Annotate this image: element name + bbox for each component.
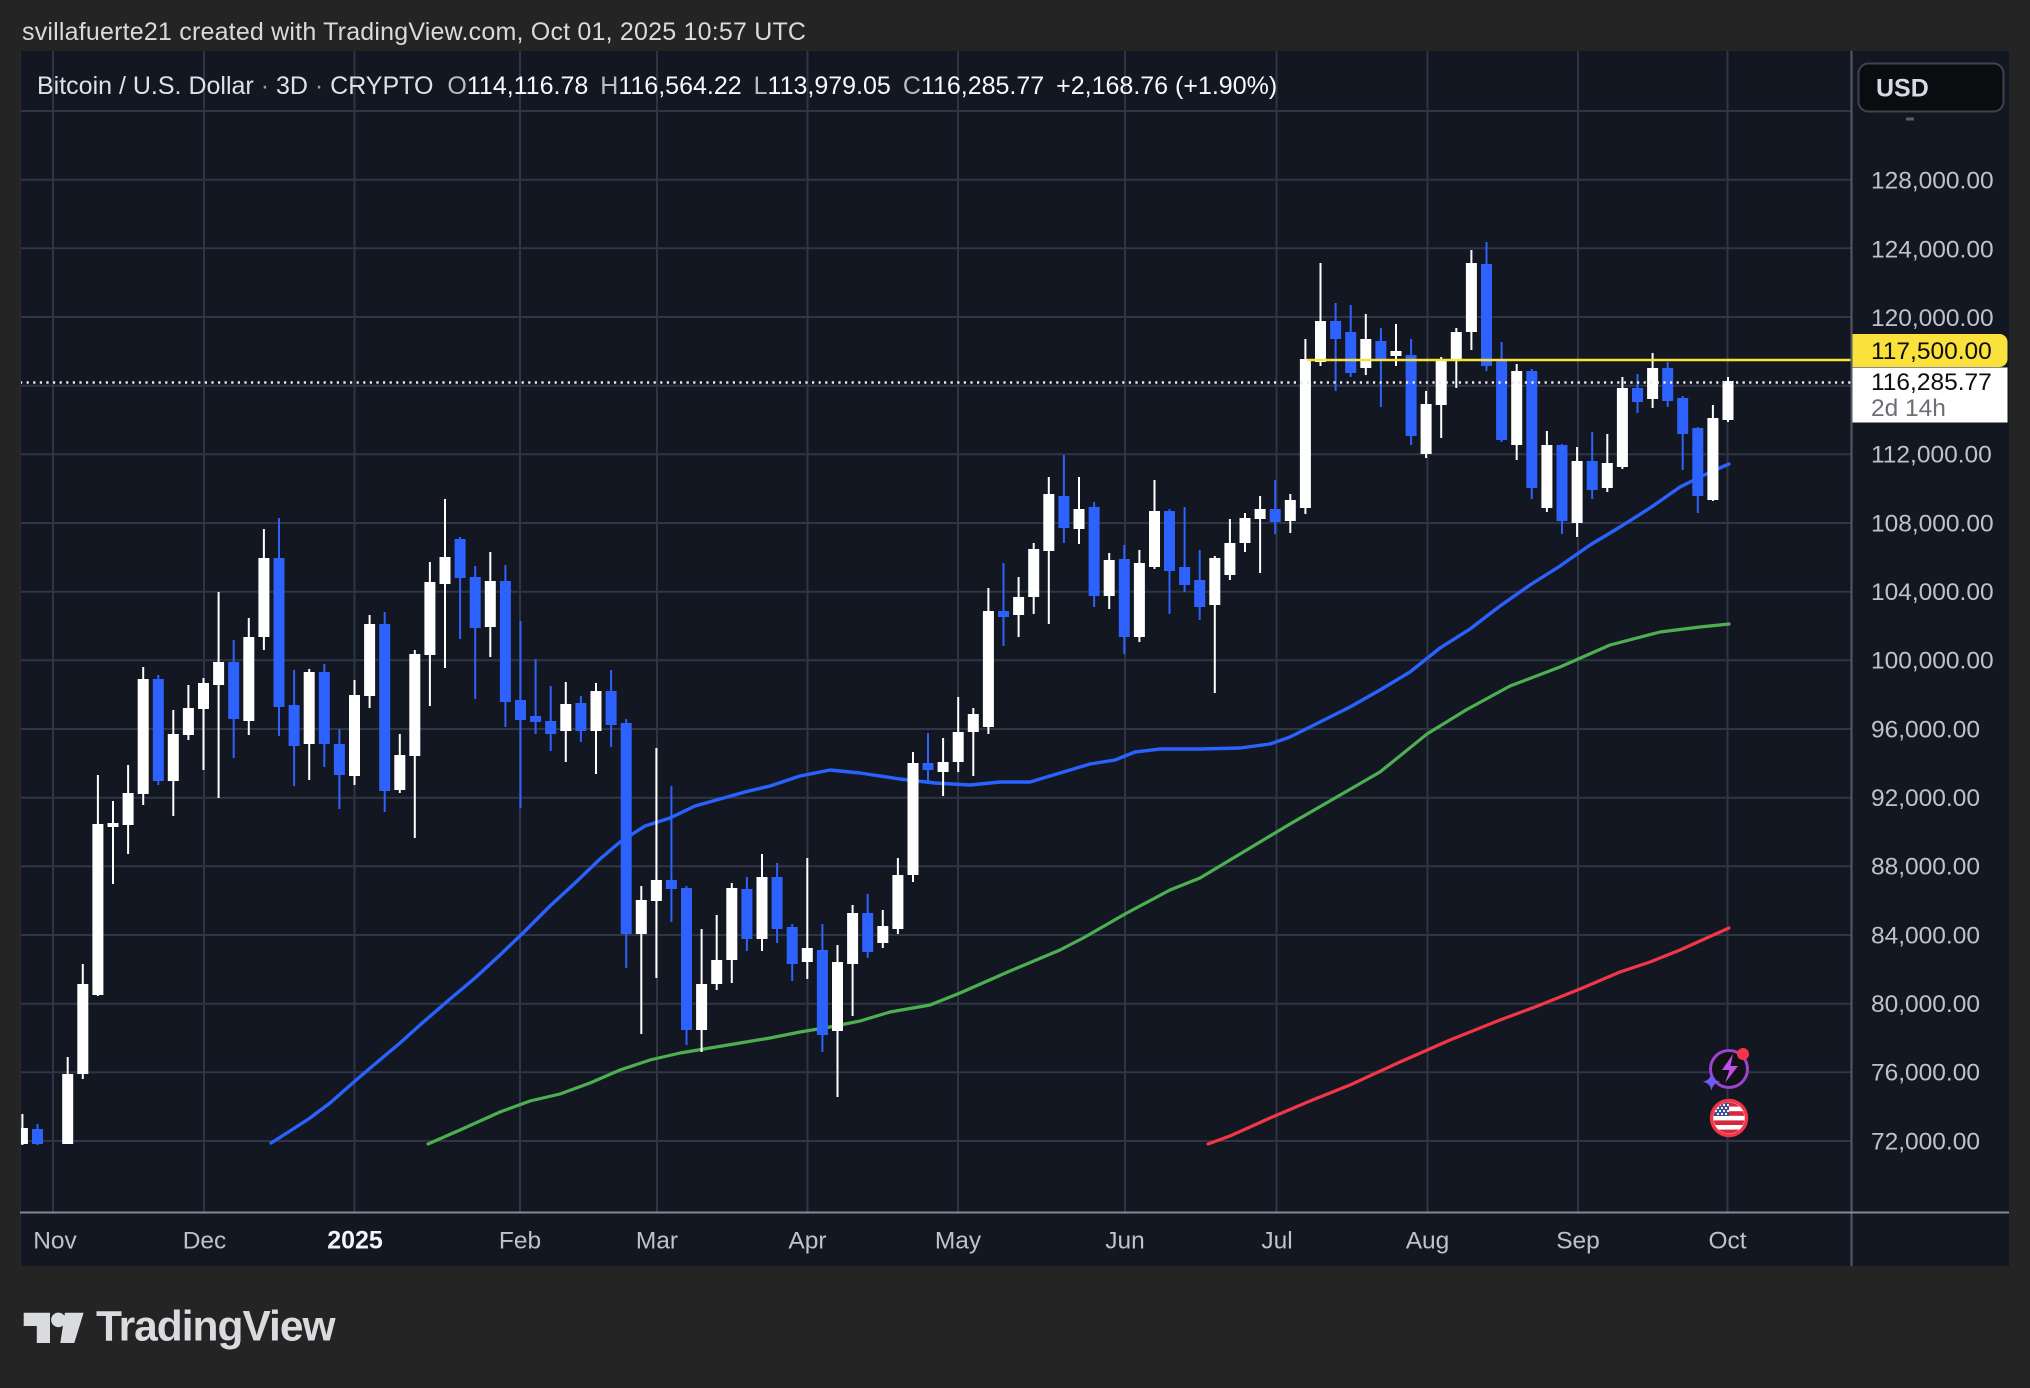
svg-text:USD: USD xyxy=(1876,75,1929,103)
svg-text:72,000.00: 72,000.00 xyxy=(1871,1129,1980,1156)
svg-text:2025: 2025 xyxy=(327,1227,383,1255)
svg-text:80,000.00: 80,000.00 xyxy=(1871,991,1980,1018)
svg-text:Sep: Sep xyxy=(1556,1228,1600,1255)
svg-text:Nov: Nov xyxy=(33,1228,77,1255)
svg-text:Oct: Oct xyxy=(1708,1228,1746,1255)
svg-text:120,000.00: 120,000.00 xyxy=(1871,305,1994,332)
svg-text:76,000.00: 76,000.00 xyxy=(1871,1060,1980,1087)
svg-text:84,000.00: 84,000.00 xyxy=(1871,923,1980,950)
svg-text:May: May xyxy=(935,1228,982,1255)
svg-text:Apr: Apr xyxy=(788,1228,826,1255)
svg-text:Dec: Dec xyxy=(183,1228,227,1255)
svg-text:100,000.00: 100,000.00 xyxy=(1871,648,1994,675)
svg-text:Feb: Feb xyxy=(499,1228,541,1255)
svg-text:TradingView: TradingView xyxy=(96,1309,337,1351)
svg-text:88,000.00: 88,000.00 xyxy=(1871,854,1980,881)
svg-text:112,000.00: 112,000.00 xyxy=(1871,442,1992,469)
svg-text:117,500.00: 117,500.00 xyxy=(1871,338,1992,365)
svg-text:96,000.00: 96,000.00 xyxy=(1871,717,1980,744)
svg-text:92,000.00: 92,000.00 xyxy=(1871,785,1980,812)
svg-text:2d 14h: 2d 14h xyxy=(1871,395,1946,422)
svg-text:104,000.00: 104,000.00 xyxy=(1871,579,1994,606)
svg-text:124,000.00: 124,000.00 xyxy=(1871,237,1994,264)
svg-text:Aug: Aug xyxy=(1406,1228,1450,1255)
svg-text:128,000.00: 128,000.00 xyxy=(1871,168,1994,195)
svg-text:Mar: Mar xyxy=(636,1228,678,1255)
svg-text:108,000.00: 108,000.00 xyxy=(1871,511,1994,538)
svg-text:Bitcoin / U.S. Dollar · 3D · C: Bitcoin / U.S. Dollar · 3D · CRYPTO O114,… xyxy=(37,72,1277,100)
svg-text:116,285.77: 116,285.77 xyxy=(1871,369,1992,396)
svg-text:Jul: Jul xyxy=(1261,1228,1292,1255)
svg-text:Jun: Jun xyxy=(1105,1228,1145,1255)
